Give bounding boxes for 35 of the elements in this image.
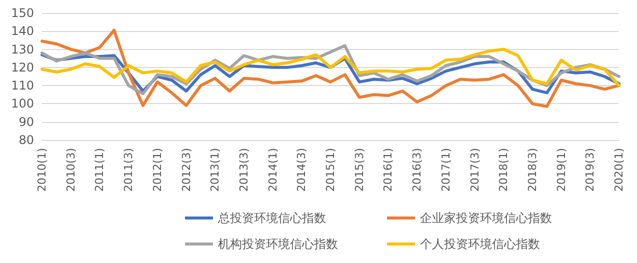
x-tick-label: 2010(3) <box>64 148 78 192</box>
x-tick-label: 2017(1) <box>439 148 452 192</box>
line-series <box>40 48 620 88</box>
y-tick-label: 80 <box>18 133 34 147</box>
x-tick-label: 2019(1) <box>554 148 568 192</box>
legend-label: 机构投资环境信心指数 <box>218 237 338 251</box>
x-tick-label: 2010(1) <box>36 148 48 192</box>
y-tick-label: 130 <box>11 42 34 56</box>
x-tick-label: 2015(3) <box>352 148 366 192</box>
x-tick-label: 2012(3) <box>180 148 193 192</box>
y-tick-label: 140 <box>11 24 34 38</box>
y-tick-label: 150 <box>11 6 34 20</box>
y-tick-label: 90 <box>18 114 34 129</box>
y-tick-label: 100 <box>11 96 34 111</box>
legend-label: 企业家投资环境信心指数 <box>420 211 552 225</box>
legend-label: 个人投资环境信心指数 <box>420 237 540 251</box>
x-tick-label: 2012(1) <box>150 148 164 192</box>
x-tick-label: 2013(1) <box>208 148 222 192</box>
x-tick-label: 2014(3) <box>295 148 308 192</box>
y-tick-label: 120 <box>11 60 34 74</box>
x-tick-label: 2017(3) <box>468 148 482 192</box>
x-tick-label: 2019(3) <box>584 148 597 192</box>
x-tick-label: 2020(1) <box>612 148 626 192</box>
x-tick-label: 2016(3) <box>410 148 424 192</box>
x-tick-label: 2015(1) <box>324 148 337 192</box>
x-tick-label: 2011(3) <box>122 148 136 192</box>
x-tick-label: 2016(1) <box>382 148 395 192</box>
x-tick-label: 2018(3) <box>526 148 539 192</box>
line-series <box>40 28 620 108</box>
x-tick-label: 2011(1) <box>93 148 106 192</box>
x-tick-label: 2018(1) <box>497 148 510 192</box>
legend-label: 总投资环境信心指数 <box>217 211 326 225</box>
x-tick-label: 2013(3) <box>237 148 250 192</box>
y-tick-label: 110 <box>11 78 34 93</box>
x-tick-label: 2014(1) <box>266 148 280 192</box>
